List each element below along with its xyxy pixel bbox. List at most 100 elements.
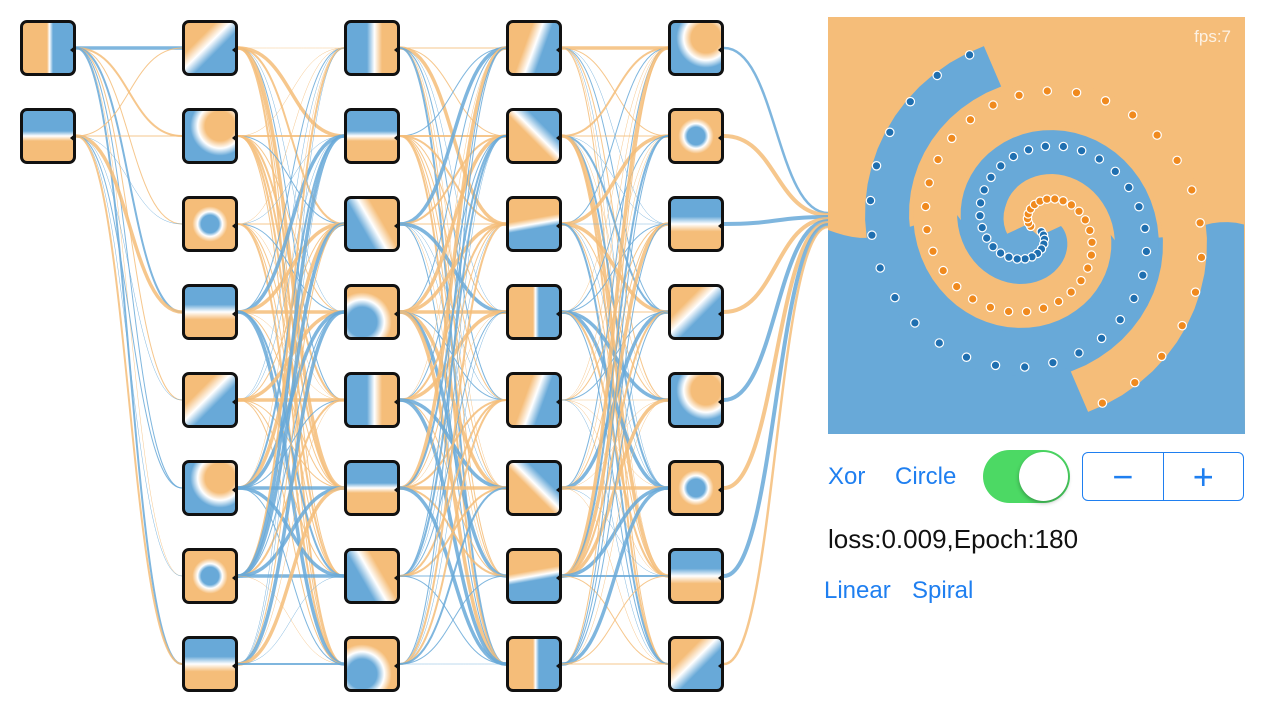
orange-data-point	[1129, 377, 1140, 388]
neuron-l4-n1[interactable]	[668, 108, 724, 164]
blue-data-point	[1020, 254, 1030, 264]
neuron-l2-n5[interactable]	[344, 460, 400, 516]
orange-data-point	[1042, 194, 1052, 204]
stepper-plus-button[interactable]: +	[1162, 453, 1244, 500]
neuron-output-marker	[718, 573, 721, 583]
connection	[399, 47, 507, 137]
neuron-l3-n1[interactable]	[506, 108, 562, 164]
blue-data-point	[986, 172, 996, 183]
loss-epoch-readout: loss:0.009,Epoch:180	[828, 524, 1079, 554]
neuron-l1-n2[interactable]	[182, 196, 238, 252]
circle-dataset-button[interactable]: Circle	[895, 463, 957, 490]
blue-data-point	[1096, 333, 1107, 344]
neuron-l4-n0[interactable]	[668, 20, 724, 76]
neuron-l3-n2[interactable]	[506, 196, 562, 252]
neuron-l1-n0[interactable]	[182, 20, 238, 76]
output-connection	[723, 221, 829, 490]
connection	[237, 47, 345, 313]
neuron-l3-n3[interactable]	[506, 284, 562, 340]
orange-data-point	[1076, 275, 1086, 286]
neuron-l1-n5[interactable]	[182, 460, 238, 516]
orange-data-point	[922, 224, 932, 235]
neuron-output-marker	[718, 485, 721, 495]
blue-data-point	[979, 185, 989, 195]
neuron-l2-n3[interactable]	[344, 284, 400, 340]
orange-data-point	[947, 133, 957, 144]
connection	[237, 575, 345, 665]
neuron-l1-n3[interactable]	[182, 284, 238, 340]
neuron-l2-n0[interactable]	[344, 20, 400, 76]
connection	[561, 47, 669, 665]
connection	[75, 135, 183, 577]
neuron-output-marker	[394, 485, 397, 495]
orange-data-point	[1100, 96, 1111, 106]
blue-data-point	[890, 292, 900, 303]
connection	[399, 135, 507, 665]
neuron-output-marker	[232, 221, 235, 231]
layer-stepper[interactable]: − +	[1082, 452, 1244, 501]
neuron-l2-n1[interactable]	[344, 108, 400, 164]
spiral-dataset-button[interactable]: Spiral	[912, 577, 974, 604]
neuron-l3-n4[interactable]	[506, 372, 562, 428]
neuron-output-marker	[394, 573, 397, 583]
connection	[75, 134, 183, 314]
neuron-l1-n6[interactable]	[182, 548, 238, 604]
orange-data-point	[1177, 320, 1187, 331]
neuron-l4-n6[interactable]	[668, 548, 724, 604]
connection	[561, 46, 669, 578]
connection	[75, 135, 183, 225]
neuron-l0-n0[interactable]	[20, 20, 76, 76]
connection	[237, 47, 345, 401]
neuron-l3-n5[interactable]	[506, 460, 562, 516]
blue-data-point	[964, 50, 975, 60]
neuron-l1-n7[interactable]	[182, 636, 238, 692]
connection	[399, 47, 507, 313]
neuron-output-marker	[718, 133, 721, 143]
neuron-l3-n7[interactable]	[506, 636, 562, 692]
blue-data-point	[1019, 362, 1030, 372]
connection	[399, 47, 507, 665]
neuron-l2-n7[interactable]	[344, 636, 400, 692]
blue-data-point	[975, 198, 986, 208]
stepper-minus-button[interactable]: −	[1112, 455, 1134, 497]
output-connection	[723, 219, 829, 402]
training-toggle[interactable]	[983, 450, 1070, 503]
neuron-l2-n4[interactable]	[344, 372, 400, 428]
neuron-l4-n7[interactable]	[668, 636, 724, 692]
connection	[237, 223, 345, 665]
neuron-l3-n6[interactable]	[506, 548, 562, 604]
orange-data-point	[965, 114, 976, 125]
neuron-l4-n2[interactable]	[668, 196, 724, 252]
neuron-l4-n4[interactable]	[668, 372, 724, 428]
connection	[561, 486, 669, 666]
neuron-l1-n1[interactable]	[182, 108, 238, 164]
blue-data-point	[884, 127, 895, 138]
neuron-l2-n2[interactable]	[344, 196, 400, 252]
blue-data-point	[996, 161, 1006, 171]
neuron-output-marker	[718, 397, 721, 407]
orange-data-point	[1080, 215, 1091, 225]
neuron-output-marker	[232, 397, 235, 407]
orange-data-point	[1156, 351, 1167, 362]
xor-dataset-button[interactable]: Xor	[828, 463, 866, 490]
blue-data-point	[988, 241, 998, 252]
connection	[399, 46, 507, 226]
neuron-output-marker	[232, 133, 235, 143]
neuron-l0-n1[interactable]	[20, 108, 76, 164]
neuron-l4-n3[interactable]	[668, 284, 724, 340]
orange-data-point	[933, 154, 943, 165]
neuron-l4-n5[interactable]	[668, 460, 724, 516]
orange-data-point	[967, 294, 978, 304]
orange-data-point	[928, 246, 938, 257]
orange-data-point	[1053, 296, 1064, 307]
orange-data-point	[951, 281, 962, 292]
blue-data-point	[1134, 201, 1144, 212]
blue-data-point	[934, 338, 945, 348]
neuron-l1-n4[interactable]	[182, 372, 238, 428]
linear-dataset-button[interactable]: Linear	[824, 577, 891, 604]
neuron-l3-n0[interactable]	[506, 20, 562, 76]
orange-data-point	[1195, 218, 1205, 228]
neuron-output-marker	[556, 397, 559, 407]
orange-data-point	[1014, 90, 1024, 101]
neuron-l2-n6[interactable]	[344, 548, 400, 604]
